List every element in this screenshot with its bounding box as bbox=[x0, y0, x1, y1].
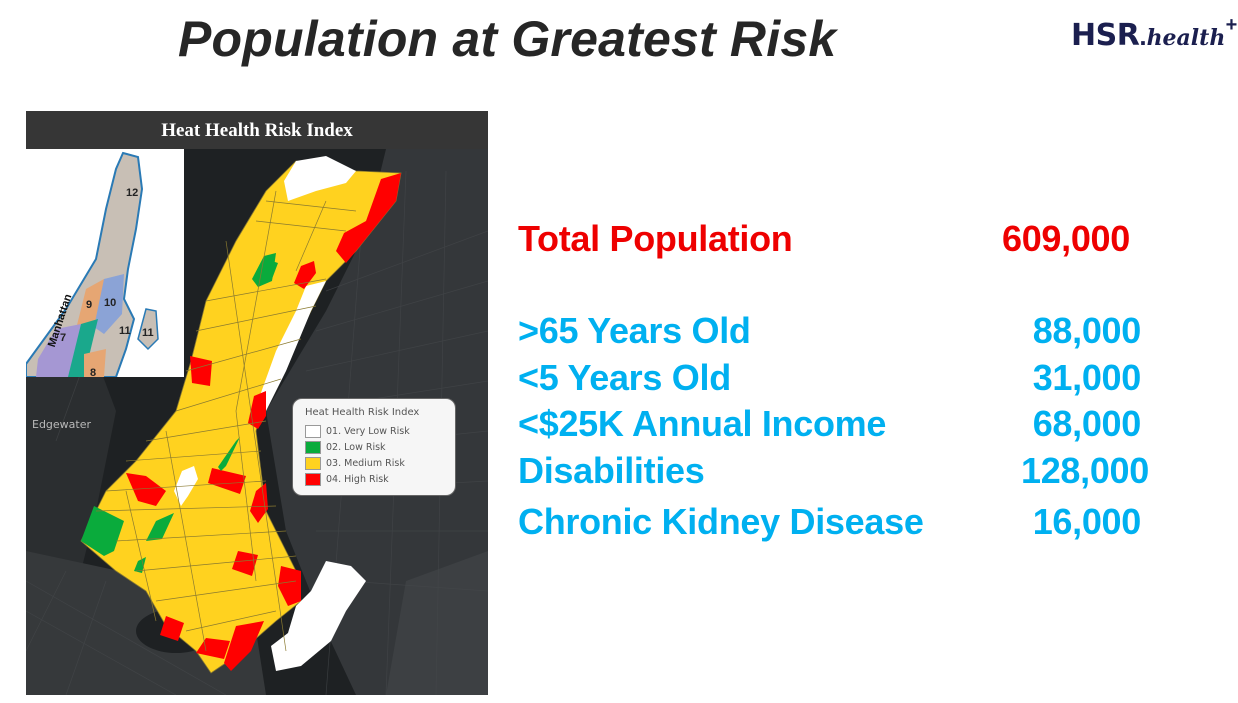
district-11-label: 11 bbox=[119, 325, 131, 337]
district-8-label: 8 bbox=[90, 367, 97, 377]
stat-label: Total Population bbox=[518, 218, 793, 259]
stat-label: <$25K Annual Income bbox=[518, 403, 887, 444]
stat-label: >65 Years Old bbox=[518, 310, 751, 351]
stat-value: 31,000 bbox=[1032, 357, 1142, 398]
district-9-label: 9 bbox=[86, 299, 93, 311]
stat-value: 128,000 bbox=[1020, 450, 1149, 491]
swatch-very-low-icon bbox=[305, 425, 321, 438]
swatch-low-icon bbox=[305, 441, 321, 454]
stat-value: 609,000 bbox=[1001, 218, 1130, 259]
district-7-label: 7 bbox=[60, 332, 67, 344]
swatch-high-icon bbox=[305, 473, 321, 486]
place-label-edgewater: Edgewater bbox=[32, 418, 92, 431]
district-10-label: 10 bbox=[104, 297, 117, 309]
legend-item-low: 02. Low Risk bbox=[305, 441, 386, 455]
legend-title: Heat Health Risk Index bbox=[305, 407, 420, 418]
stat-label: <5 Years Old bbox=[518, 357, 731, 398]
map-legend: Heat Health Risk Index 01. Very Low Risk… bbox=[292, 398, 456, 496]
swatch-medium-icon bbox=[305, 457, 321, 470]
plus-icon: + bbox=[1225, 14, 1238, 36]
stat-value: 68,000 bbox=[1032, 403, 1142, 444]
logo-main: HSR bbox=[1071, 18, 1140, 53]
legend-label: 03. Medium Risk bbox=[326, 458, 405, 469]
manhattan-inset-map: 12 9 10 7 11 11 8 Manhattan bbox=[26, 149, 184, 377]
legend-item-medium: 03. Medium Risk bbox=[305, 457, 405, 471]
logo-dot: . bbox=[1139, 21, 1147, 51]
legend-label: 04. High Risk bbox=[326, 474, 389, 485]
district-11b-label: 11 bbox=[142, 327, 154, 339]
legend-item-high: 04. High Risk bbox=[305, 473, 389, 487]
logo-sub: health bbox=[1146, 25, 1226, 51]
map-header: Heat Health Risk Index bbox=[26, 111, 488, 149]
hsr-health-logo: HSR.health + bbox=[1071, 14, 1237, 53]
legend-label: 02. Low Risk bbox=[326, 442, 386, 453]
legend-label: 01. Very Low Risk bbox=[326, 426, 410, 437]
slide-title: Population at Greatest Risk bbox=[178, 11, 837, 67]
heat-risk-map: Heat Health Risk Index bbox=[26, 111, 488, 695]
stat-value: 16,000 bbox=[1032, 501, 1142, 542]
stat-label: Disabilities bbox=[518, 450, 705, 491]
legend-item-very-low: 01. Very Low Risk bbox=[305, 425, 410, 439]
district-12-label: 12 bbox=[126, 187, 139, 199]
stat-value: 88,000 bbox=[1032, 310, 1142, 351]
stat-label: Chronic Kidney Disease bbox=[518, 501, 924, 542]
